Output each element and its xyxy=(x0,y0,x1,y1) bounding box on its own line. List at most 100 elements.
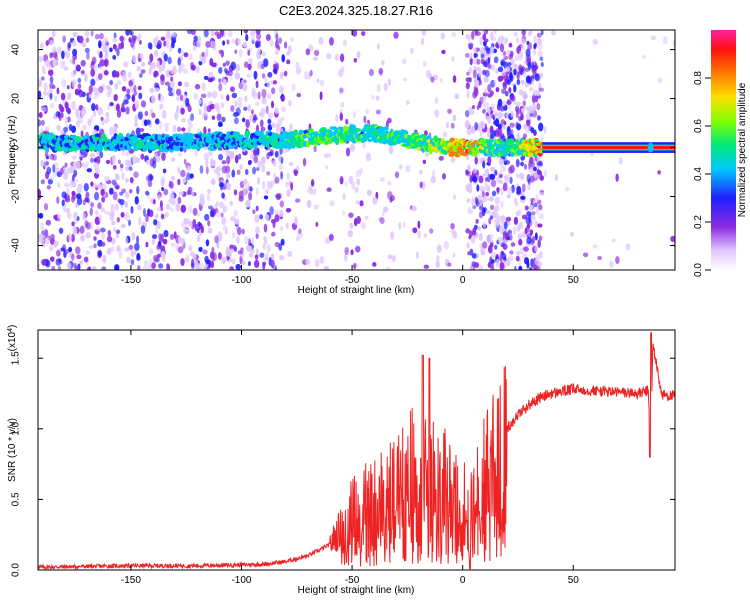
noise-cell xyxy=(329,200,335,207)
noise-cell xyxy=(252,92,258,99)
noise-cell xyxy=(278,37,283,44)
noise-cell xyxy=(319,79,325,87)
noise-cell xyxy=(43,82,48,92)
noise-cell xyxy=(272,63,278,70)
noise-cell xyxy=(532,91,537,96)
noise-cell xyxy=(213,168,218,174)
noise-cell xyxy=(238,48,243,58)
noise-cell xyxy=(447,262,452,267)
noise-cell xyxy=(272,80,278,85)
noise-cell xyxy=(344,181,348,187)
noise-cell xyxy=(509,234,513,241)
noise-cell xyxy=(153,70,159,77)
noise-cell xyxy=(482,33,487,41)
noise-cell xyxy=(183,228,190,234)
noise-cell xyxy=(266,80,271,89)
noise-cell xyxy=(248,252,254,258)
noise-cell xyxy=(266,93,272,100)
noise-cell xyxy=(63,66,69,71)
noise-cell xyxy=(551,30,556,36)
noise-cell xyxy=(145,241,149,248)
noise-cell xyxy=(76,193,82,199)
noise-cell xyxy=(104,210,109,215)
noise-cell xyxy=(295,198,301,203)
noise-cell xyxy=(355,200,361,205)
noise-cell xyxy=(405,164,411,173)
noise-cell xyxy=(465,110,470,118)
noise-cell xyxy=(251,249,255,254)
noise-cell xyxy=(501,252,507,260)
noise-cell xyxy=(62,35,66,43)
noise-cell xyxy=(241,117,246,123)
noise-cell xyxy=(305,258,311,266)
noise-cell xyxy=(534,258,539,266)
noise-cell xyxy=(235,235,240,245)
noise-cell xyxy=(230,61,237,71)
noise-cell xyxy=(254,101,260,107)
noise-cell xyxy=(105,50,109,58)
burst-cell xyxy=(647,142,654,153)
noise-cell xyxy=(242,83,248,92)
noise-cell xyxy=(162,238,168,245)
noise-cell xyxy=(398,164,403,170)
noise-cell xyxy=(221,165,228,174)
noise-cell xyxy=(265,105,269,114)
noise-cell xyxy=(80,130,84,138)
noise-cell xyxy=(375,95,380,101)
noise-cell xyxy=(186,172,191,181)
noise-cell xyxy=(138,92,143,100)
noise-cell xyxy=(525,124,530,134)
x-tick-label: -150 xyxy=(121,275,141,286)
noise-cell xyxy=(565,186,570,192)
noise-cell xyxy=(253,149,258,156)
noise-cell xyxy=(183,158,187,165)
noise-cell xyxy=(528,61,532,71)
noise-cell xyxy=(132,55,137,64)
noise-cell xyxy=(153,254,158,263)
noise-cell xyxy=(57,182,61,189)
noise-cell xyxy=(102,37,109,44)
noise-cell xyxy=(161,255,166,263)
noise-cell xyxy=(209,158,214,165)
noise-cell xyxy=(203,30,209,38)
noise-cell xyxy=(153,49,159,58)
noise-cell xyxy=(490,46,494,55)
noise-cell xyxy=(169,233,175,241)
noise-cell xyxy=(365,108,369,115)
noise-cell xyxy=(253,259,260,268)
noise-cell xyxy=(482,61,488,67)
noise-cell xyxy=(543,169,547,178)
noise-cell xyxy=(90,103,96,112)
noise-cell xyxy=(86,51,90,60)
noise-cell xyxy=(503,55,509,60)
noise-cell xyxy=(148,248,154,255)
noise-cell xyxy=(59,167,64,176)
noise-cell xyxy=(77,115,83,124)
noise-cell xyxy=(235,263,242,270)
noise-cell xyxy=(98,52,103,59)
noise-cell xyxy=(278,153,282,163)
noise-cell xyxy=(305,48,311,56)
noise-cell xyxy=(499,43,505,53)
noise-cell xyxy=(230,105,235,113)
noise-cell xyxy=(452,194,456,200)
noise-cell xyxy=(121,102,125,111)
noise-cell xyxy=(112,226,116,233)
noise-cell xyxy=(218,201,224,209)
noise-cell xyxy=(275,33,279,42)
noise-cell xyxy=(126,256,131,264)
noise-cell xyxy=(66,208,70,214)
noise-cell xyxy=(136,65,141,72)
signal-cell xyxy=(188,133,194,138)
noise-cell xyxy=(473,47,477,53)
noise-cell xyxy=(134,100,139,110)
noise-cell xyxy=(405,100,410,106)
noise-cell xyxy=(234,100,238,107)
noise-cell xyxy=(538,204,543,211)
noise-cell xyxy=(500,237,504,244)
noise-cell xyxy=(477,157,483,164)
noise-cell xyxy=(222,204,228,213)
noise-cell xyxy=(360,222,366,230)
noise-cell xyxy=(516,185,522,195)
noise-cell xyxy=(276,123,280,128)
